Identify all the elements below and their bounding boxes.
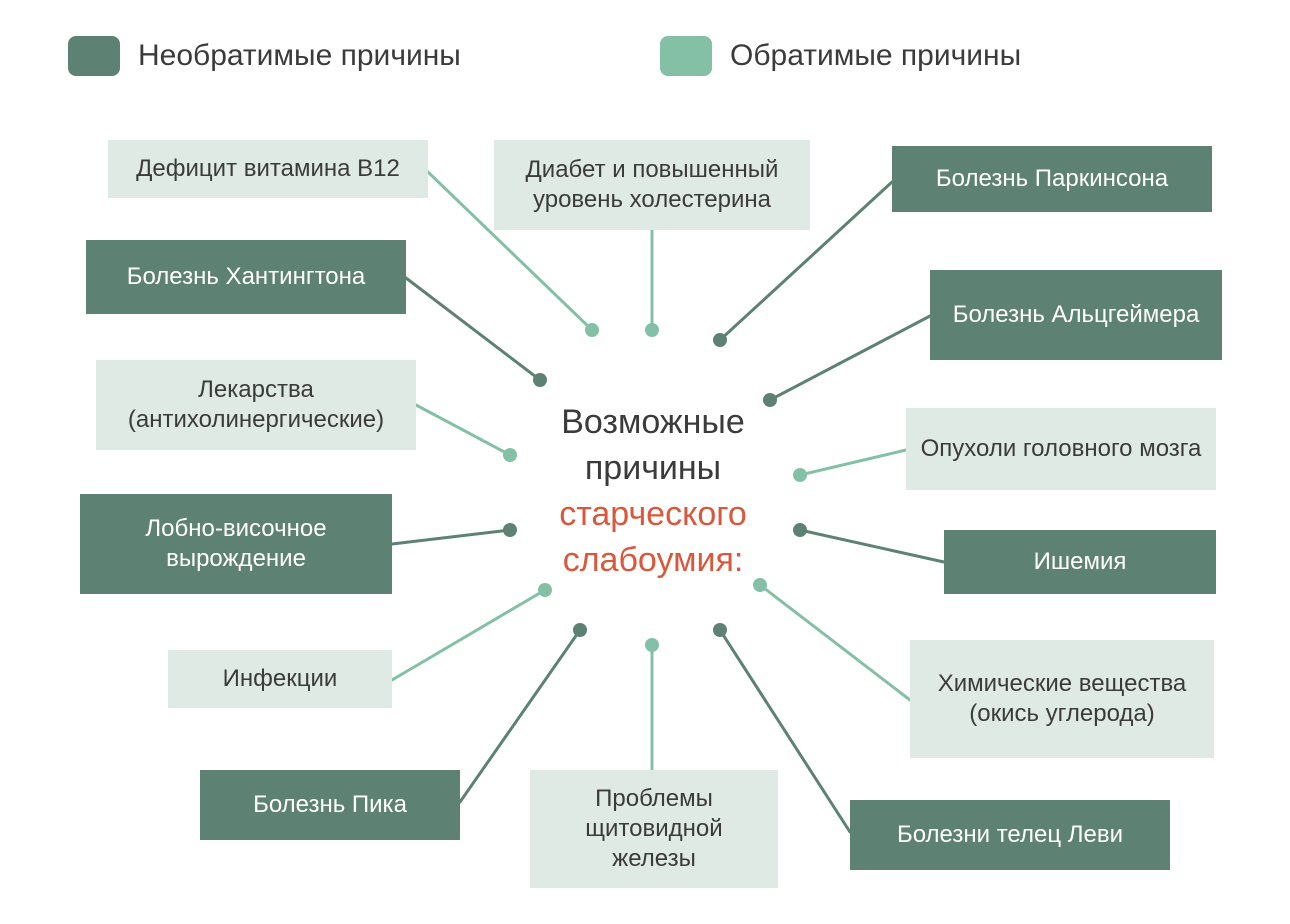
node-n10: Болезнь Альцгеймера [930,270,1222,360]
node-n12: Ишемия [944,530,1216,594]
node-n13: Химические вещества (окись углерода) [910,640,1214,758]
node-n5: Инфекции [168,650,392,708]
diagram-canvas: { "canvas": { "width": 1290, "height": 9… [0,0,1290,924]
node-label-n2: Болезнь Хантингтона [127,262,366,292]
node-label-n6: Болезнь Пика [253,790,407,820]
node-n4: Лобно-височное вырождение [80,494,392,594]
center-line-4: слабоумия: [563,541,744,579]
legend-label-irreversible: Необратимые причины [138,39,461,73]
node-n6: Болезнь Пика [200,770,460,840]
node-label-n9: Болезнь Паркинсона [936,164,1168,194]
node-label-n10: Болезнь Альцгеймера [953,300,1200,330]
legend-reversible: Обратимые причины [660,36,1021,76]
legend-label-reversible: Обратимые причины [730,39,1021,73]
node-n3: Лекарства (антихолинергические) [96,360,416,450]
center-title: Возможные причины старческого слабоумия: [538,400,768,584]
node-n14: Болезни телец Леви [850,800,1170,870]
node-label-n7: Диабет и повышенный уровень холестерина [508,155,796,215]
node-n1: Дефицит витамина B12 [108,140,428,198]
node-n2: Болезнь Хантингтона [86,240,406,314]
swatch-irreversible [68,36,120,76]
center-line-1: Возможные [561,403,745,441]
node-label-n14: Болезни телец Леви [897,820,1123,850]
legend-irreversible: Необратимые причины [68,36,461,76]
node-n8: Проблемы щитовидной железы [530,770,778,888]
node-label-n5: Инфекции [223,664,338,694]
node-label-n4: Лобно-височное вырождение [94,514,378,574]
center-line-2: причины [585,449,721,487]
node-label-n8: Проблемы щитовидной железы [544,784,764,874]
node-n11: Опухоли головного мозга [906,408,1216,490]
node-n9: Болезнь Паркинсона [892,146,1212,212]
center-line-3: старческого [559,495,747,533]
node-label-n12: Ишемия [1034,547,1127,577]
node-label-n1: Дефицит витамина B12 [136,154,400,184]
node-label-n3: Лекарства (антихолинергические) [110,375,402,435]
node-label-n13: Химические вещества (окись углерода) [924,669,1200,729]
swatch-reversible [660,36,712,76]
node-n7: Диабет и повышенный уровень холестерина [494,140,810,230]
node-label-n11: Опухоли головного мозга [921,434,1202,464]
